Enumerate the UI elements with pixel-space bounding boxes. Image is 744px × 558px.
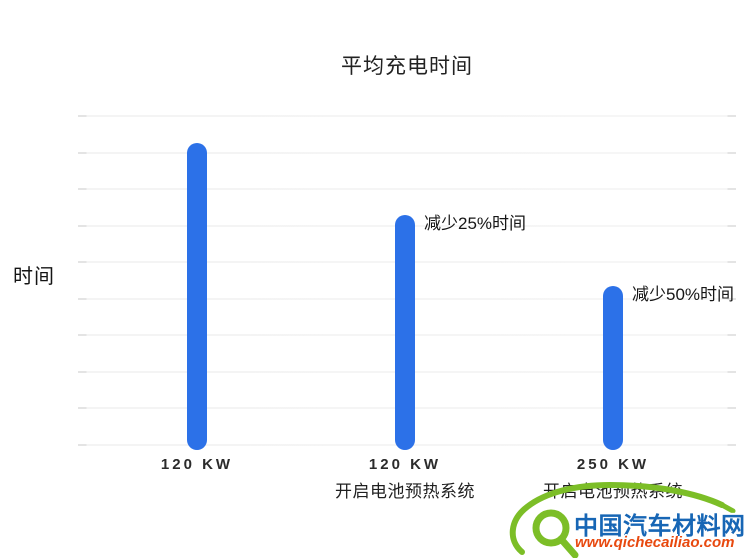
bar-annotation-3: 减少50%时间 (632, 285, 735, 304)
watermark-site-url: www.qichecailiao.com (575, 534, 735, 551)
bar-1 (187, 143, 207, 450)
x-axis-label-line1: 120 KW (160, 456, 234, 473)
x-axis-label-2: 120 KW 开启电池预热系统 (285, 456, 525, 502)
gridline (78, 152, 736, 154)
x-axis-label-line1: 120 KW (368, 456, 442, 473)
car-swoosh-icon (509, 481, 736, 558)
watermark-logo: 中国汽车材料网 www.qichecailiao.com (494, 478, 744, 558)
x-axis-label-line1: 250 KW (576, 456, 650, 473)
x-axis-label-line2: 开启电池预热系统 (335, 482, 475, 501)
x-axis-label-1: 120 KW (77, 456, 317, 473)
watermark-site-name: 中国汽车材料网 (574, 513, 744, 540)
chart-title: 平均充电时间 (341, 55, 473, 78)
gridline (78, 115, 736, 117)
bar-3 (603, 286, 623, 450)
bar-annotation-2: 减少25%时间 (424, 214, 527, 233)
gridline (78, 188, 736, 190)
y-axis-label: 时间 (13, 266, 55, 288)
bar-2 (395, 215, 415, 450)
